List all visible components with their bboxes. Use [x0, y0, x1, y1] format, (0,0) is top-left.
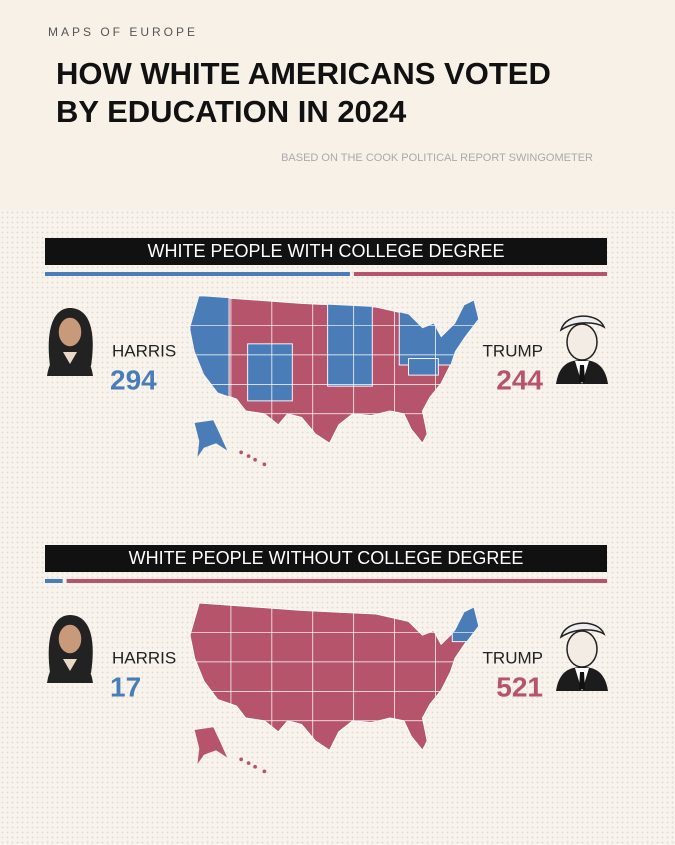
- panel-title: WHITE PEOPLE WITHOUT COLLEGE DEGREE: [129, 548, 524, 568]
- blue-states: [451, 603, 479, 643]
- tie: [579, 365, 585, 382]
- alaska: [194, 727, 228, 764]
- hair: [559, 622, 606, 639]
- face: [566, 323, 598, 361]
- blue-state: [408, 358, 439, 376]
- title-line: HOW WHITE AMERICANS VOTED: [56, 56, 551, 91]
- portrait: [47, 615, 93, 683]
- hair: [559, 315, 606, 332]
- us-map: [189, 602, 479, 774]
- electoral-votes: 244: [496, 364, 543, 395]
- title-line: BY EDUCATION IN 2024: [56, 94, 407, 129]
- panel-title-bar: [45, 545, 607, 572]
- blue-state: [327, 302, 373, 387]
- candidate-name: TRUMP: [483, 341, 543, 360]
- us-map: [189, 295, 479, 467]
- blue-state: [247, 343, 293, 402]
- hawaii: [239, 757, 244, 762]
- alaska: [194, 420, 228, 457]
- hawaii: [246, 761, 251, 765]
- face: [566, 630, 598, 668]
- electoral-votes: 521: [496, 671, 543, 702]
- panel-title-bar: [45, 238, 607, 265]
- blue-state: [451, 603, 479, 643]
- collar: [63, 659, 77, 671]
- vote-bar: [66, 579, 608, 583]
- portrait: [556, 622, 608, 691]
- portrait: [556, 315, 608, 384]
- hawaii: [262, 462, 267, 467]
- tie: [579, 672, 585, 689]
- contiguous-us: [189, 602, 479, 752]
- hawaii: [253, 457, 257, 462]
- candidate-name: TRUMP: [483, 648, 543, 667]
- vote-bar: [45, 272, 350, 276]
- electoral-votes: 294: [110, 364, 157, 395]
- hawaii: [262, 769, 267, 774]
- vote-bar: [45, 579, 63, 583]
- electoral-votes: 17: [110, 671, 141, 702]
- candidate-name: HARRIS: [112, 341, 176, 360]
- hawaii: [239, 450, 244, 455]
- face: [57, 316, 83, 348]
- hawaii: [246, 454, 251, 458]
- blue-state: [190, 296, 230, 400]
- collar: [63, 352, 77, 364]
- panel-title: WHITE PEOPLE WITH COLLEGE DEGREE: [147, 241, 504, 261]
- candidate-name: HARRIS: [112, 648, 176, 667]
- face: [57, 623, 83, 655]
- subtitle: BASED ON THE COOK POLITICAL REPORT SWING…: [281, 152, 593, 164]
- hawaii: [253, 764, 257, 769]
- portrait: [47, 308, 93, 376]
- brand: MAPS OF EUROPE: [48, 25, 198, 39]
- vote-bar: [353, 272, 607, 276]
